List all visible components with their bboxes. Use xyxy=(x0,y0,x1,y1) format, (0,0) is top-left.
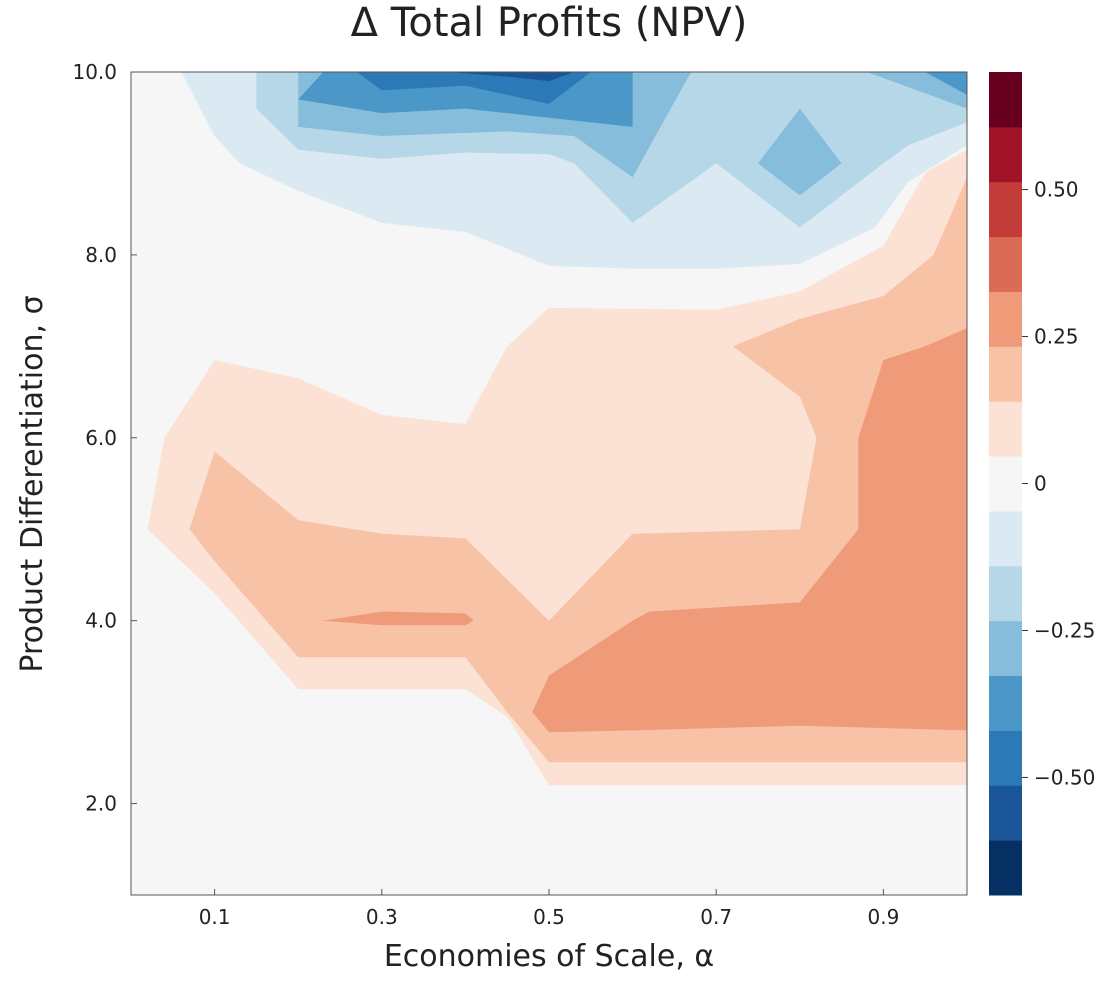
colorbar-swatch xyxy=(989,72,1022,128)
contour-region-13 xyxy=(323,611,474,626)
y-axis-label: Product Differentiation, σ xyxy=(15,295,50,672)
colorbar-swatch xyxy=(989,675,1022,731)
contour-region-7 xyxy=(925,72,967,95)
colorbar-swatch xyxy=(989,236,1022,292)
colorbar-swatch xyxy=(989,401,1022,457)
x-tick-label: 0.7 xyxy=(700,905,732,929)
contour-regions xyxy=(131,72,967,895)
colorbar-tick-label: −0.50 xyxy=(1034,765,1095,789)
colorbar-swatch xyxy=(989,785,1022,841)
contour-region-4 xyxy=(758,108,842,196)
contour-region-9 xyxy=(448,72,575,82)
colorbar-tick-label: 0 xyxy=(1034,472,1047,496)
y-axis: 2.0 4.0 6.0 8.0 10.0 xyxy=(72,60,137,816)
colorbar-swatch xyxy=(989,126,1022,183)
colorbar-swatch xyxy=(989,565,1022,622)
colorbar-swatch xyxy=(989,840,1022,896)
colorbar-tick-label: 0.25 xyxy=(1034,325,1079,349)
colorbar-swatch xyxy=(989,291,1022,347)
y-tick-label: 4.0 xyxy=(85,609,117,633)
colorbar-swatch xyxy=(989,456,1022,512)
x-tick-label: 0.9 xyxy=(867,905,899,929)
x-tick-label: 0.5 xyxy=(533,905,565,929)
colorbar-tick-label: 0.50 xyxy=(1034,178,1079,202)
chart-title: Δ Total Profits (NPV) xyxy=(351,0,748,46)
x-tick-label: 0.3 xyxy=(366,905,398,929)
colorbar: −0.50 −0.25 0 0.25 0.50 xyxy=(989,72,1095,896)
y-tick-label: 6.0 xyxy=(85,426,117,450)
x-axis-label: Economies of Scale, α xyxy=(384,939,714,974)
y-tick-label: 2.0 xyxy=(85,792,117,816)
y-tick-label: 10.0 xyxy=(72,60,117,84)
colorbar-swatch xyxy=(989,346,1022,402)
contour-region-8 xyxy=(356,72,591,104)
x-tick-label: 0.1 xyxy=(199,905,231,929)
colorbar-tick-label: −0.25 xyxy=(1034,618,1095,642)
x-axis: 0.1 0.3 0.5 0.7 0.9 xyxy=(199,889,899,929)
colorbar-swatch xyxy=(989,181,1022,238)
y-tick-label: 8.0 xyxy=(85,243,117,267)
colorbar-swatch xyxy=(989,620,1022,677)
colorbar-swatch xyxy=(989,510,1022,567)
contour-region-12 xyxy=(532,328,967,733)
colorbar-swatch xyxy=(989,730,1022,786)
